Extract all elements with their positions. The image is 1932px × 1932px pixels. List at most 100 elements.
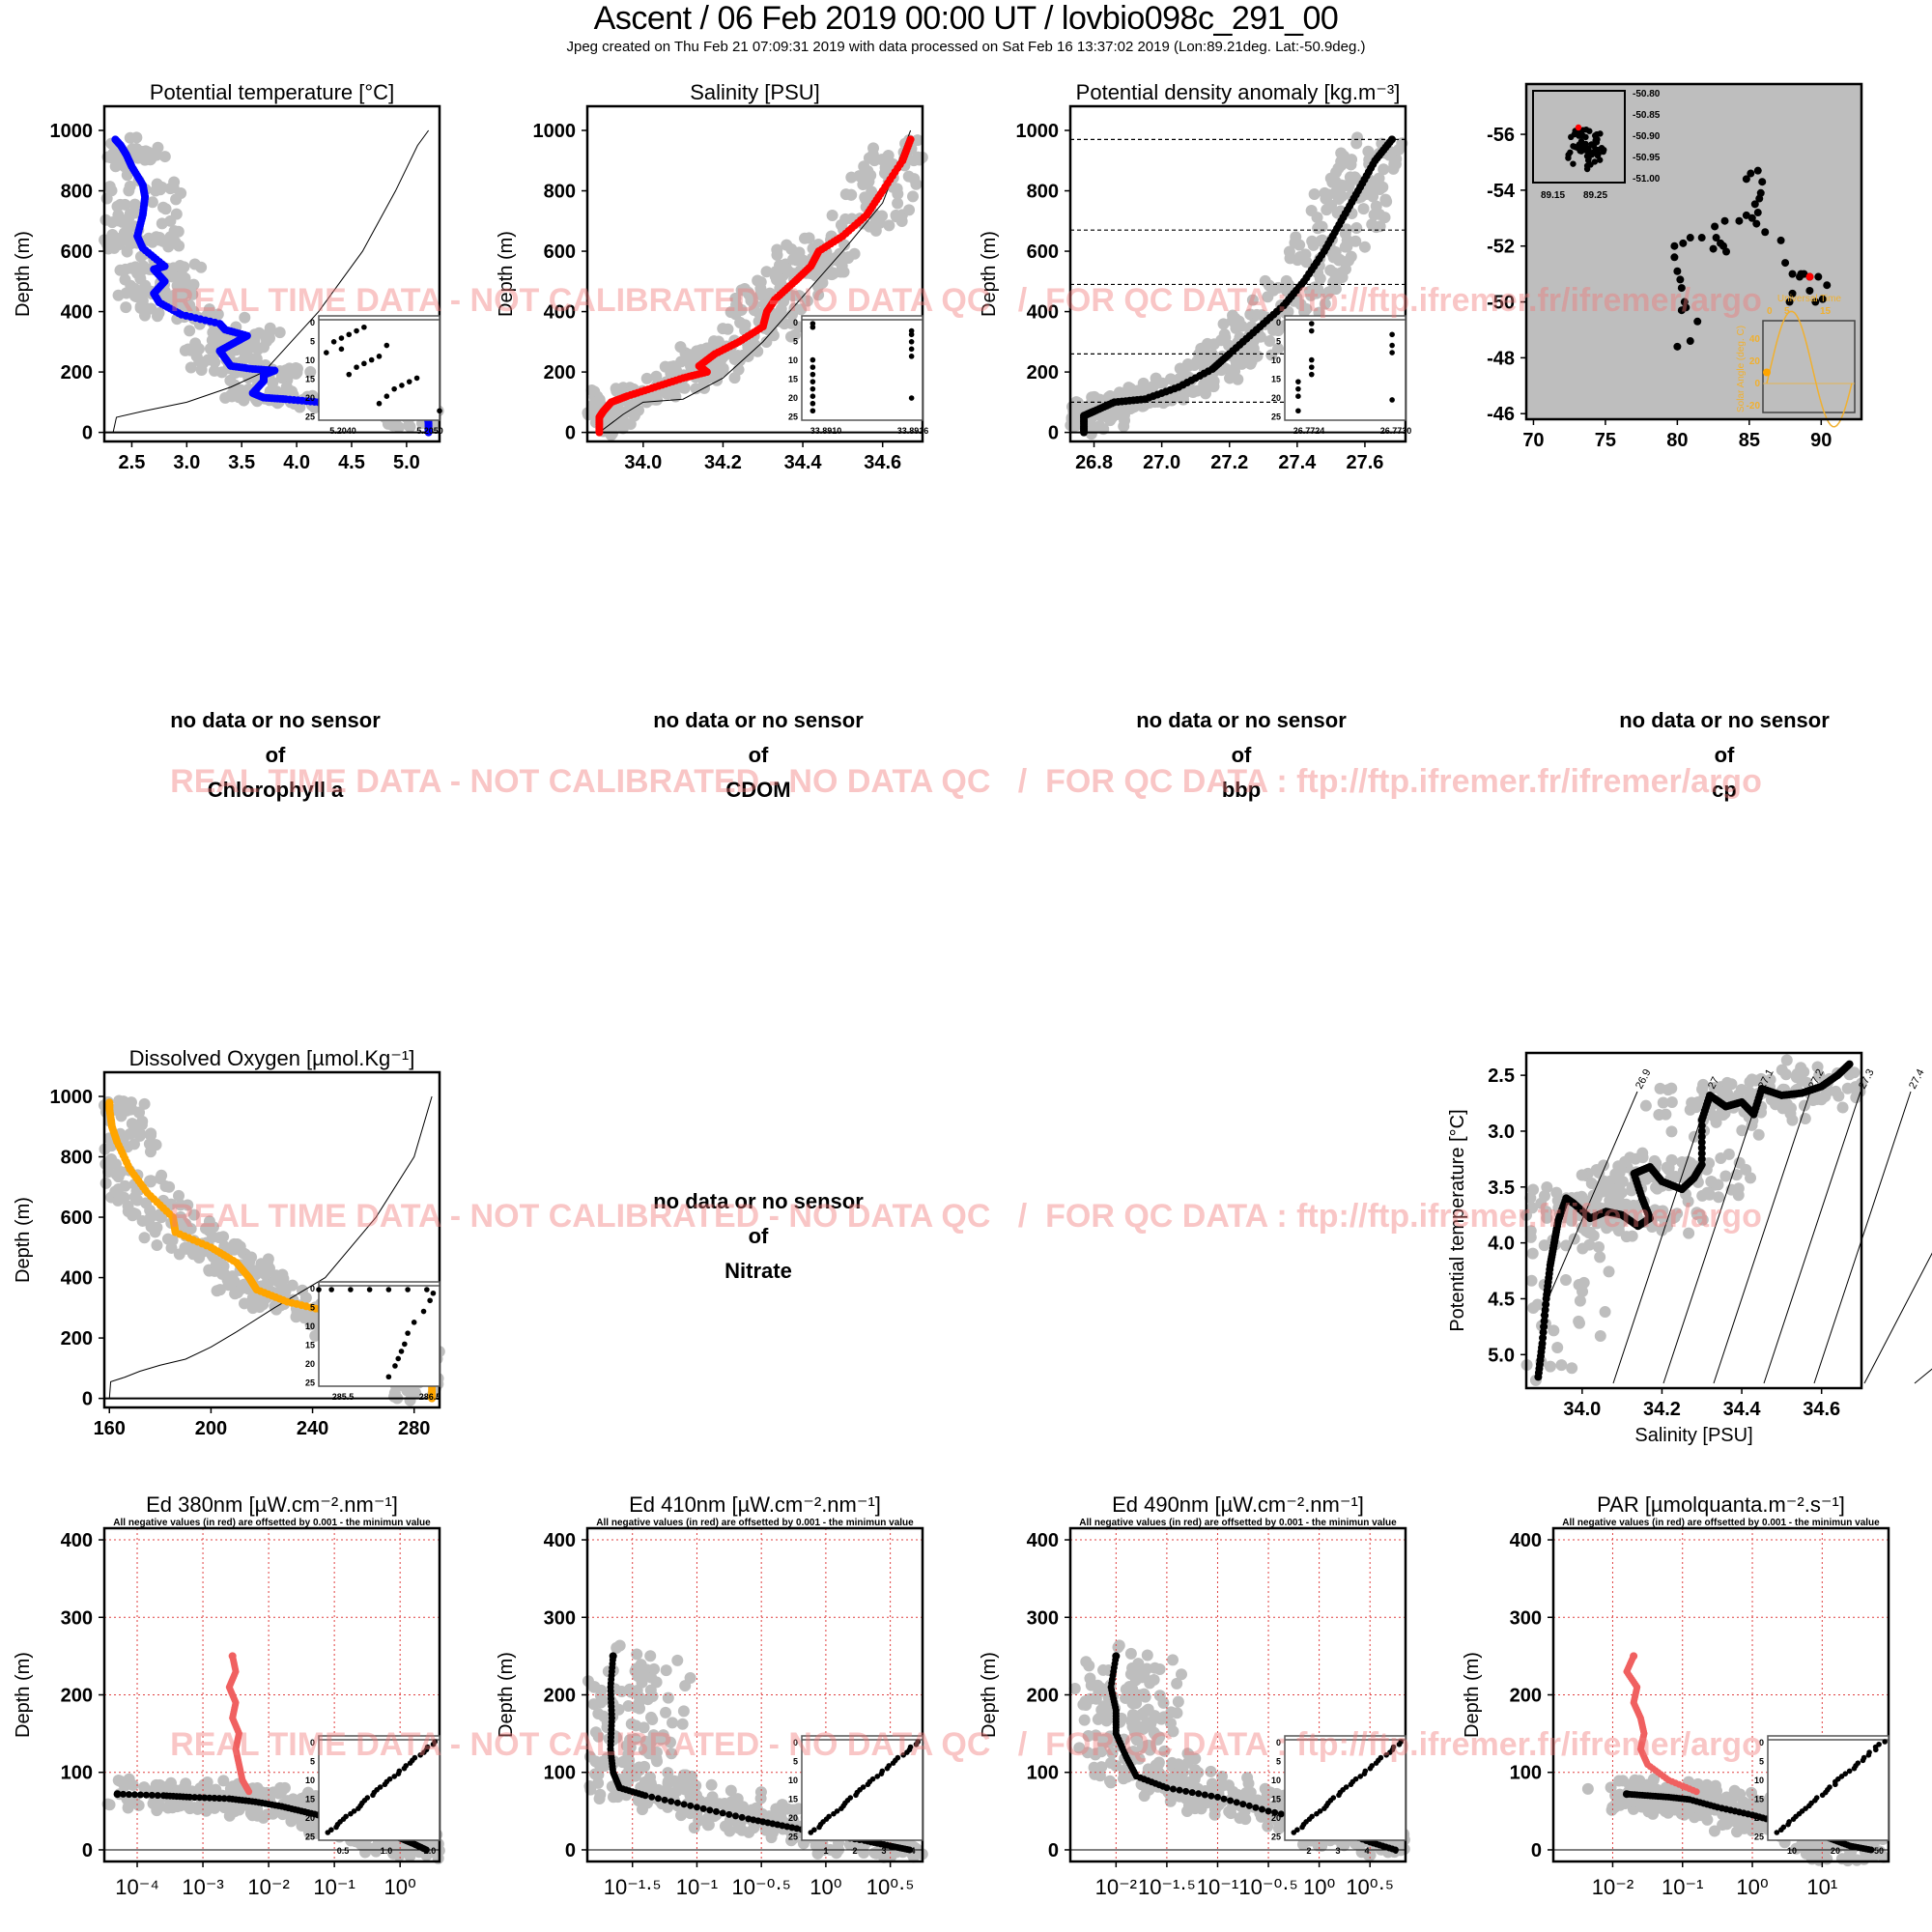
cloud-point	[676, 1718, 689, 1730]
cloud-point	[185, 361, 197, 374]
cloud-point	[724, 306, 737, 319]
zoom-inset-point	[1585, 155, 1592, 162]
inset-x-tick-label: 1.0	[381, 1846, 393, 1856]
inset-point	[406, 379, 412, 384]
cloud-point	[1246, 294, 1259, 306]
cloud-point	[1378, 163, 1390, 176]
cloud-point	[1548, 1324, 1560, 1337]
zoom-inset-point	[1586, 128, 1593, 134]
zoom-inset-point	[1587, 161, 1594, 168]
cloud-point	[143, 1138, 156, 1151]
inset-point	[1308, 364, 1315, 370]
inset-point	[420, 1308, 427, 1315]
cloud-point	[151, 178, 163, 190]
isopycnal-line	[1914, 1368, 1932, 1384]
solar-inset-ytick: 0	[1754, 379, 1760, 389]
y-tick-label: 100	[61, 1763, 93, 1784]
cloud-point	[671, 1654, 684, 1666]
page-subtitle: Jpeg created on Thu Feb 21 07:09:31 2019…	[566, 39, 1366, 55]
cloud-point	[589, 1768, 602, 1780]
data-point	[1712, 234, 1720, 242]
isopycnal-line	[1713, 1091, 1811, 1384]
cloud-point	[170, 208, 183, 220]
solar-inset-xtick: 0	[1767, 306, 1773, 317]
cloud-point	[1070, 396, 1083, 409]
y-tick-label: 0	[1048, 423, 1059, 444]
solar-inset-frame	[1762, 320, 1856, 413]
cloud-point	[1321, 204, 1333, 216]
data-point	[228, 1652, 237, 1661]
x-tick-label: 34.6	[864, 452, 901, 473]
inset-point	[1308, 371, 1315, 378]
inset-x-tick-label: 1	[823, 1846, 828, 1856]
cloud-point	[701, 1812, 714, 1825]
cloud-point	[171, 271, 184, 284]
data-point	[680, 1801, 688, 1808]
chart-ed380: Ed 380nm [µW.cm⁻².nm⁻¹]All negative valu…	[13, 1492, 445, 1899]
zoom-inset-point	[1576, 141, 1582, 148]
cloud-point	[1665, 1154, 1678, 1167]
cloud-point	[1551, 1342, 1564, 1354]
cloud-point	[630, 1719, 642, 1732]
cloud-point	[1322, 188, 1335, 201]
x-tick-label: 10⁻⁴	[115, 1875, 159, 1899]
cloud-point	[690, 383, 702, 395]
x-tick-label: 2.5	[119, 452, 146, 473]
cloud-point	[1174, 1765, 1186, 1777]
cloud-point	[1779, 1097, 1792, 1110]
page-title: Ascent / 06 Feb 2019 00:00 UT / lovbio09…	[593, 0, 1339, 37]
inset-y-tick-label: 25	[305, 1378, 315, 1388]
data-point	[654, 1795, 662, 1803]
inset-x-tick-label: 5.2050	[416, 426, 443, 436]
cloud-point	[152, 141, 164, 154]
y-tick-label: 800	[61, 182, 93, 203]
cloud-point	[830, 1847, 842, 1860]
data-point	[1785, 298, 1794, 306]
inset-x-tick-label: 2	[852, 1846, 857, 1856]
cloud-point	[812, 280, 825, 293]
cloud-point	[145, 302, 157, 315]
data-point	[1541, 1306, 1549, 1315]
cloud-point	[686, 1770, 698, 1782]
cloud-point	[1122, 382, 1135, 394]
cloud-point	[862, 164, 874, 177]
cloud-point	[304, 1319, 317, 1331]
cloud-point	[675, 1809, 688, 1822]
cloud-point	[133, 1129, 146, 1142]
y-tick-label: 200	[1027, 362, 1059, 384]
data-point	[1697, 234, 1706, 242]
cloud-point	[99, 1177, 112, 1189]
inset-point	[412, 1754, 418, 1761]
inset-y-tick-label: 25	[305, 412, 315, 422]
cloud-point	[1158, 1745, 1171, 1757]
data-point	[1788, 270, 1797, 278]
cloud-point	[224, 374, 237, 386]
y-tick-label: 0	[82, 423, 93, 444]
cloud-point	[891, 211, 903, 223]
cloud-point	[1350, 222, 1363, 235]
cloud-point	[1203, 380, 1215, 392]
cloud-point	[146, 196, 158, 209]
y-tick-label: 400	[544, 1530, 576, 1551]
cloud-point	[892, 197, 904, 210]
inset-y-tick-label: 5	[1276, 337, 1281, 347]
data-point	[1818, 295, 1827, 303]
data-point	[1680, 298, 1689, 306]
cloud-point	[188, 258, 201, 270]
cloud-point	[640, 372, 653, 384]
inset-point	[384, 342, 390, 349]
cloud-point	[1189, 1752, 1202, 1765]
cloud-point	[1178, 1775, 1190, 1787]
cloud-point	[382, 417, 394, 430]
cloud-point	[787, 1814, 800, 1827]
inset-point	[338, 335, 345, 341]
cloud-point	[1683, 1227, 1695, 1239]
cloud-point	[845, 188, 858, 201]
y-tick-label: 0	[565, 423, 576, 444]
cloud-point	[594, 1690, 607, 1702]
cloud-point	[1752, 1128, 1765, 1141]
y-tick-label: -52	[1487, 237, 1515, 258]
cloud-point	[648, 1662, 661, 1675]
data-point	[1540, 1317, 1548, 1325]
inset-point	[810, 385, 816, 392]
